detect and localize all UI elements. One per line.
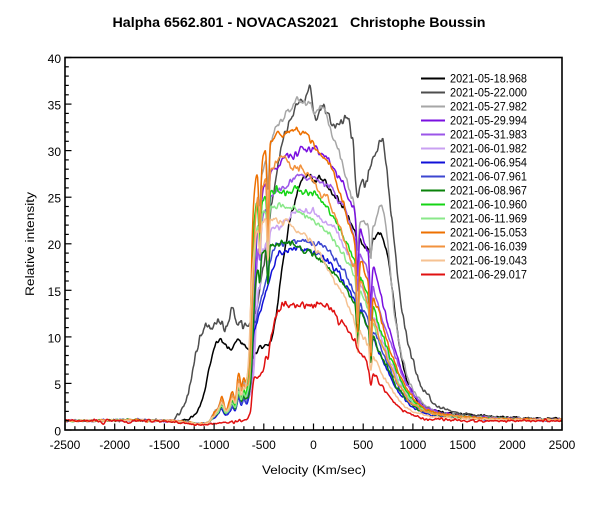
svg-text:2021-06-15.053: 2021-06-15.053 bbox=[450, 226, 527, 240]
svg-text:2021-06-10.960: 2021-06-10.960 bbox=[450, 198, 527, 212]
svg-text:2021-05-27.982: 2021-05-27.982 bbox=[450, 100, 527, 114]
svg-text:0: 0 bbox=[54, 425, 61, 439]
svg-text:40: 40 bbox=[48, 52, 62, 66]
svg-text:Relative intensity: Relative intensity bbox=[23, 191, 37, 296]
svg-text:15: 15 bbox=[48, 285, 62, 299]
svg-text:25: 25 bbox=[48, 192, 62, 206]
svg-text:2500: 2500 bbox=[549, 438, 576, 452]
svg-text:2021-06-16.039: 2021-06-16.039 bbox=[450, 240, 527, 254]
svg-text:2021-06-29.017: 2021-06-29.017 bbox=[450, 268, 527, 282]
svg-text:35: 35 bbox=[48, 99, 62, 113]
svg-text:5: 5 bbox=[54, 378, 61, 392]
svg-text:2021-05-29.994: 2021-05-29.994 bbox=[450, 114, 527, 128]
svg-text:20: 20 bbox=[48, 238, 62, 252]
svg-text:2021-06-06.954: 2021-06-06.954 bbox=[450, 156, 527, 170]
svg-text:2021-06-07.961: 2021-06-07.961 bbox=[450, 170, 527, 184]
svg-text:2021-06-01.982: 2021-06-01.982 bbox=[450, 142, 527, 156]
svg-text:2021-05-22.000: 2021-05-22.000 bbox=[450, 86, 527, 100]
svg-text:2021-06-08.967: 2021-06-08.967 bbox=[450, 184, 527, 198]
svg-text:2021-05-18.968: 2021-05-18.968 bbox=[450, 72, 527, 86]
svg-text:2021-06-19.043: 2021-06-19.043 bbox=[450, 254, 527, 268]
svg-text:-1500: -1500 bbox=[149, 438, 180, 452]
svg-text:2000: 2000 bbox=[499, 438, 526, 452]
svg-text:-500: -500 bbox=[252, 438, 276, 452]
svg-text:2021-06-11.969: 2021-06-11.969 bbox=[450, 212, 527, 226]
svg-text:500: 500 bbox=[353, 438, 373, 452]
svg-text:30: 30 bbox=[48, 145, 62, 159]
svg-text:Velocity (Km/sec): Velocity (Km/sec) bbox=[262, 463, 366, 477]
svg-text:10: 10 bbox=[48, 331, 62, 345]
svg-text:0: 0 bbox=[310, 438, 317, 452]
svg-text:2021-05-31.983: 2021-05-31.983 bbox=[450, 128, 527, 142]
svg-text:-1000: -1000 bbox=[199, 438, 230, 452]
svg-text:-2000: -2000 bbox=[99, 438, 130, 452]
svg-text:Halpha 6562.801 - NOVACAS2021: Halpha 6562.801 - NOVACAS2021 Christophe… bbox=[113, 15, 486, 30]
svg-text:-2500: -2500 bbox=[50, 438, 81, 452]
svg-text:1500: 1500 bbox=[449, 438, 476, 452]
svg-text:1000: 1000 bbox=[400, 438, 427, 452]
